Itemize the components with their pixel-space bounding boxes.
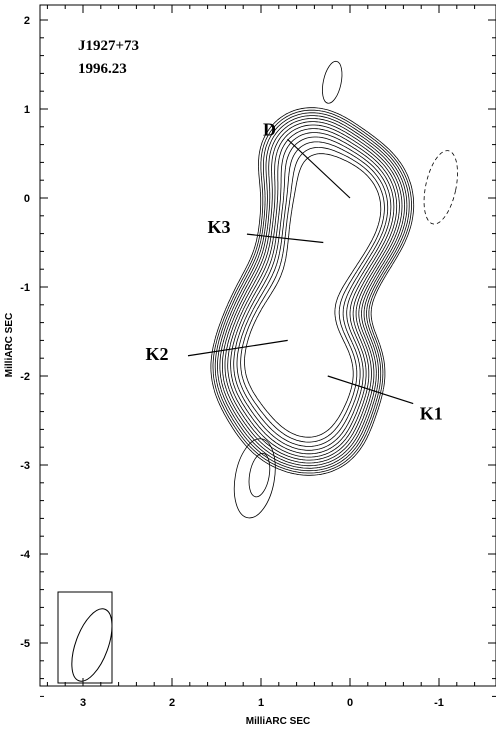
contour-lines (210, 60, 458, 519)
y-tick-labels: 2 1 0 -1 -2 -3 -4 -5 (20, 15, 31, 650)
isolated-contour (248, 452, 271, 498)
leader-line-k3 (246, 233, 324, 244)
x-tick-label: 0 (347, 697, 353, 709)
component-label-k2: K2 (145, 344, 168, 364)
x-tick-label: 3 (80, 697, 86, 709)
tick-marks (40, 5, 496, 697)
beam-ellipse (71, 608, 113, 682)
component-label-k3: K3 (207, 217, 230, 237)
y-tick-label: -3 (20, 460, 30, 472)
x-tick-labels: 3 2 1 0 -1 (80, 697, 444, 709)
y-axis-title: MilliARC SEC (4, 313, 15, 377)
source-name: J1927+73 (78, 38, 139, 54)
component-label-k1: K1 (420, 404, 443, 424)
leader-line-k1 (327, 375, 414, 405)
isolated-contour (233, 438, 276, 519)
x-tick-label: 2 (169, 697, 175, 709)
plot-frame (39, 4, 496, 687)
beam-frame (57, 591, 113, 684)
main-jet-contours (210, 107, 415, 476)
x-tick-label: -1 (434, 697, 444, 709)
leader-line-d (287, 138, 351, 199)
y-tick-label: -4 (20, 549, 31, 561)
y-tick-label: -1 (20, 282, 30, 294)
beam-box (57, 591, 113, 684)
isolated-contour (322, 60, 343, 104)
epoch-label: 1996.23 (78, 61, 127, 77)
y-tick-label: -2 (20, 371, 30, 383)
leader-line-k2 (187, 339, 288, 357)
x-axis-title: MilliARC SEC (246, 716, 310, 727)
x-tick-label: 1 (258, 697, 264, 709)
component-label-d: D (263, 119, 276, 139)
y-tick-label: -5 (20, 638, 30, 650)
component-labels: D K3 K2 K1 (145, 119, 442, 423)
y-tick-label: 2 (24, 15, 30, 27)
y-tick-label: 0 (24, 193, 30, 205)
y-tick-label: 1 (24, 104, 30, 116)
negative-contour (423, 150, 458, 225)
